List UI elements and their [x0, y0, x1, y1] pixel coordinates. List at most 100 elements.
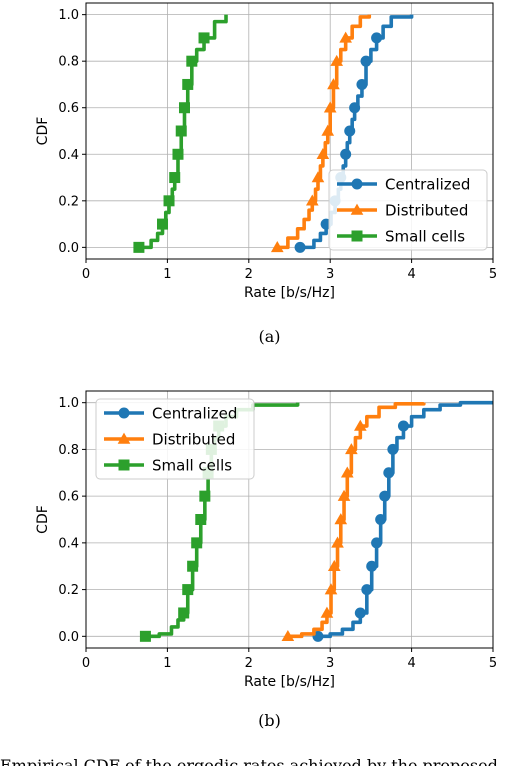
legend-swatch-marker: [351, 178, 363, 190]
data-point: [375, 514, 387, 525]
x-tick-label: 4: [407, 267, 415, 282]
y-tick-label: 0.6: [58, 101, 79, 116]
data-point: [361, 584, 373, 596]
chart-panel-a: 0 1 2 3 4 5 0.0 0.2 0.4 0.6 0.8 1.0 Rate [b/s/Hz] CDF…: [35, 2, 497, 346]
x-tick-label: 5: [489, 267, 497, 282]
data-point: [360, 55, 372, 67]
y-tick-label: 0.8: [58, 55, 79, 70]
x-tick-label: 2: [245, 267, 253, 282]
legend-label: Distributed: [152, 431, 235, 449]
legend-label: Distributed: [385, 202, 468, 220]
data-point: [324, 583, 338, 595]
x-tick-label: 3: [326, 267, 334, 282]
data-point: [157, 218, 169, 230]
data-point: [270, 241, 284, 253]
legend-swatch-marker: [350, 203, 364, 215]
x-tick-label: 0: [82, 267, 90, 282]
x-tick-label: 0: [82, 656, 90, 671]
data-point: [172, 148, 184, 160]
data-point: [316, 147, 330, 160]
legend-swatch-marker: [117, 432, 131, 444]
y-tick-label: 0.4: [58, 536, 79, 551]
legend-box: [95, 398, 255, 480]
y-axis-label: CDF: [35, 117, 51, 146]
data-point: [354, 607, 366, 619]
data-point: [175, 125, 187, 137]
x-tick-label: 2: [245, 656, 253, 671]
data-point: [320, 606, 334, 618]
legend-swatch-marker: [118, 407, 130, 419]
series-distributed: [270, 14, 372, 253]
data-point: [178, 607, 190, 619]
legend-label: Centralized: [152, 405, 237, 423]
series-line: [317, 400, 493, 639]
data-point: [327, 559, 341, 571]
data-point: [356, 78, 368, 90]
x-tick-label: 4: [407, 656, 415, 671]
data-point: [139, 630, 151, 642]
data-point: [383, 467, 395, 479]
data-point: [387, 443, 399, 455]
y-tick-label: 1.0: [58, 396, 79, 411]
data-point: [198, 32, 210, 44]
y-axis-label: CDF: [35, 505, 51, 534]
data-point: [311, 171, 325, 183]
data-point: [323, 101, 337, 113]
data-point: [340, 466, 354, 478]
data-point: [305, 194, 319, 206]
legend: Centralized Distributed Small cells: [95, 398, 255, 480]
chart-panel-b: 0 1 2 3 4 5 0.0 0.2 0.4 0.6 0.8 1.0 Rate [b/s/Hz] CDF…: [35, 390, 497, 730]
data-point: [366, 560, 378, 572]
data-point: [371, 537, 383, 549]
x-tick-label: 1: [163, 267, 171, 282]
subfigure-label: (a): [258, 327, 280, 346]
x-axis-label: Rate [b/s/Hz]: [244, 674, 335, 690]
plot-frame: [85, 390, 494, 649]
data-point: [169, 172, 181, 184]
series-distributed: [281, 402, 426, 642]
data-point: [371, 32, 383, 44]
data-point: [191, 537, 203, 549]
data-point: [334, 513, 348, 525]
y-tick-label: 0.0: [58, 630, 79, 645]
data-point: [349, 102, 361, 114]
y-tick-label: 0.0: [58, 241, 79, 256]
data-point: [187, 560, 199, 572]
x-tick-label: 3: [326, 656, 334, 671]
data-point: [330, 54, 344, 66]
figure-caption: Empirical CDF of the ergodic rates achie…: [0, 756, 498, 766]
data-point: [340, 148, 352, 160]
legend-swatch-marker: [118, 459, 130, 471]
y-tick-label: 0.6: [58, 490, 79, 505]
series-small-cells: [133, 14, 228, 253]
data-point: [337, 489, 351, 501]
data-point: [163, 195, 175, 207]
data-point: [397, 420, 409, 432]
data-point: [182, 584, 194, 596]
legend-label: Centralized: [385, 176, 470, 194]
data-point: [353, 419, 367, 431]
data-point: [379, 490, 391, 502]
y-tick-label: 0.2: [58, 194, 79, 209]
data-point: [178, 102, 190, 114]
x-tick-label: 5: [489, 656, 497, 671]
data-point: [294, 241, 306, 253]
data-point: [199, 490, 211, 502]
data-point: [345, 443, 358, 455]
data-point: [195, 514, 207, 525]
data-point: [133, 241, 145, 253]
plot-frame: [85, 2, 494, 260]
y-tick-label: 0.4: [58, 148, 79, 163]
data-point: [186, 55, 198, 67]
y-tick-label: 0.8: [58, 443, 79, 458]
subfigure-label: (b): [258, 711, 281, 730]
data-point: [281, 629, 295, 642]
y-tick-label: 1.0: [58, 8, 79, 23]
data-point: [182, 78, 194, 90]
data-point: [339, 31, 352, 43]
data-point: [344, 125, 356, 137]
y-tick-label: 0.2: [58, 583, 79, 598]
data-point: [321, 124, 335, 136]
legend-label: Small cells: [385, 228, 465, 246]
